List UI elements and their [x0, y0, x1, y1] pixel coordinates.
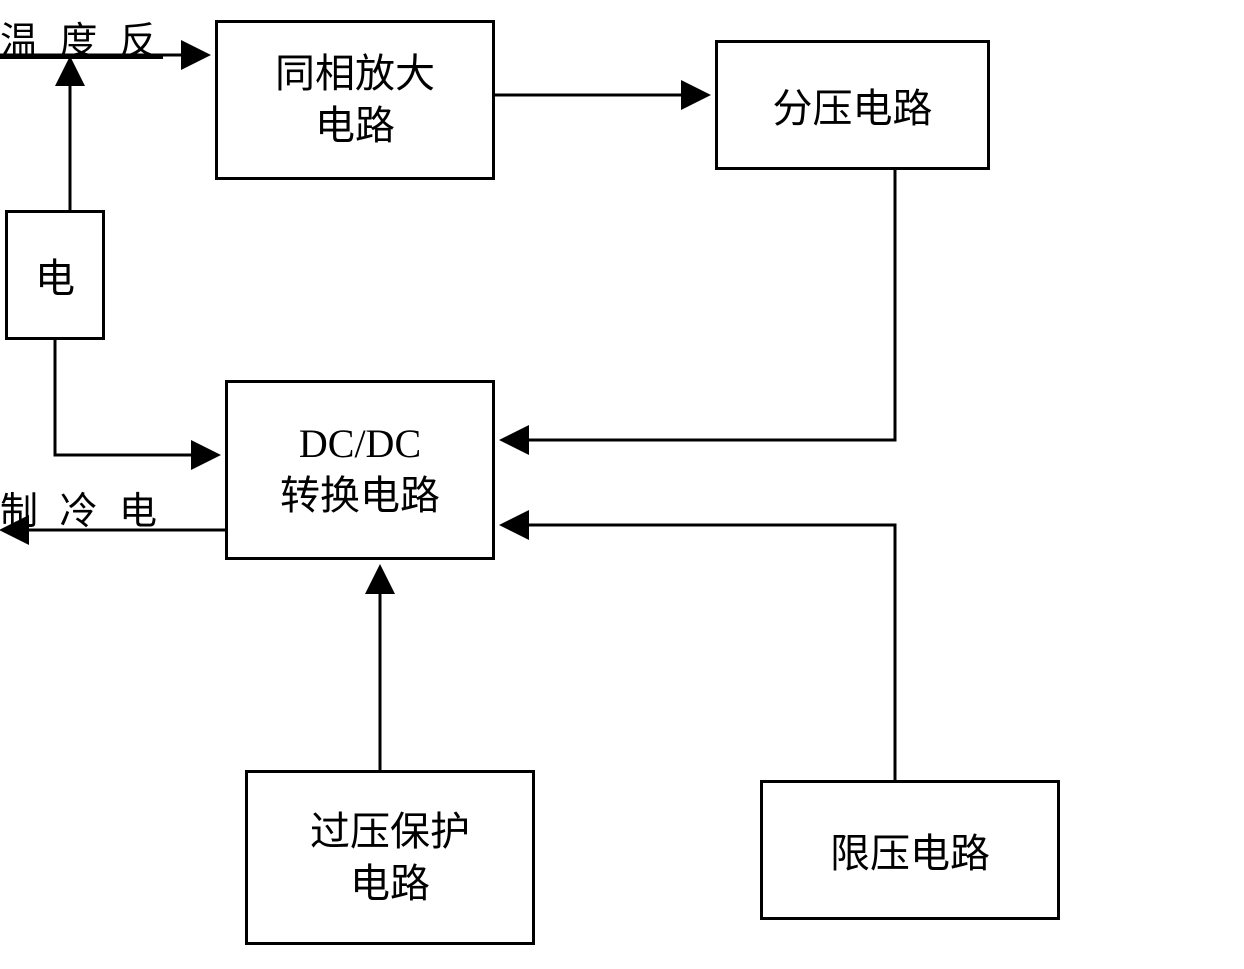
power-box: 电 — [5, 210, 105, 340]
arrow-limiter-to-dcdc — [505, 525, 895, 780]
power-label: 电 — [35, 246, 75, 304]
overvoltage-label-line2: 电路 — [310, 858, 470, 910]
dcdc-label-line1: DC/DC — [280, 418, 440, 470]
arrow-divider-to-dcdc — [505, 170, 895, 440]
amplifier-label-line1: 同相放大 — [275, 48, 435, 100]
divider-box: 分压电路 — [715, 40, 990, 170]
dcdc-label-line2: 转换电路 — [280, 470, 440, 522]
temp-feedback-label: 温 度 反 — [0, 10, 163, 65]
cooling-out-label: 制 冷 电 — [0, 480, 163, 535]
overvoltage-box: 过压保护 电路 — [245, 770, 535, 945]
dcdc-box: DC/DC 转换电路 — [225, 380, 495, 560]
divider-label: 分压电路 — [773, 76, 933, 134]
amplifier-box: 同相放大 电路 — [215, 20, 495, 180]
limiter-box: 限压电路 — [760, 780, 1060, 920]
overvoltage-label-line1: 过压保护 — [310, 806, 470, 858]
amplifier-label-line2: 电路 — [275, 100, 435, 152]
arrow-power-to-dcdc — [55, 340, 215, 455]
limiter-label: 限压电路 — [830, 821, 990, 879]
